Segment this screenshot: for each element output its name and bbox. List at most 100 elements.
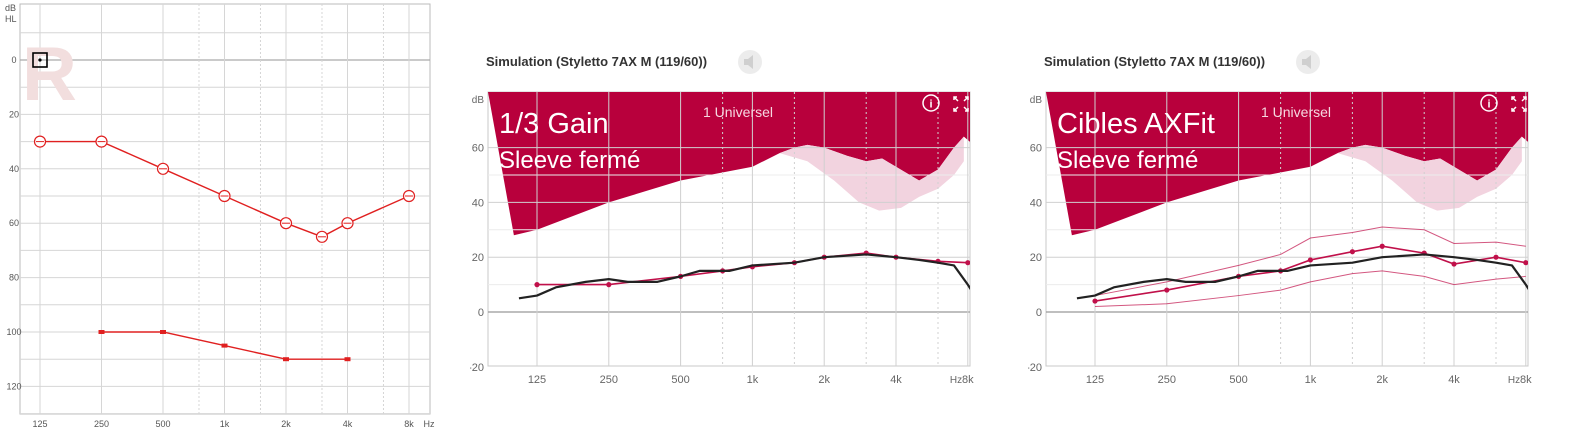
simulated-response-line [1076, 253, 1528, 300]
simulation-chart-1: Simulation (Styletto 7AX M (119/60)) 1/3… [468, 50, 974, 386]
audiogram-y-tick: 60 [9, 218, 19, 228]
expand-icon-corner [965, 108, 969, 112]
x-tick-label: 4k [1448, 374, 1460, 386]
expand-icon[interactable] [1511, 96, 1527, 112]
simulation-panel-1: Simulation (Styletto 7AX M (119/60)) 1/3… [468, 0, 1010, 405]
audiogram-hz-label: Hz [424, 419, 435, 429]
x-unit-label: Hz [950, 375, 962, 386]
audiogram-x-tick: 500 [155, 419, 170, 429]
x-unit-label: Hz [1508, 375, 1520, 386]
audiogram-unit-top: dB [5, 3, 16, 13]
y-tick-label: 40 [1030, 197, 1042, 209]
target-point [1307, 257, 1313, 263]
overlay-title: 1/3 Gain [499, 108, 609, 140]
reference-marker-dot [38, 58, 42, 62]
target-point [534, 282, 540, 288]
expand-icon-corner [953, 108, 957, 112]
speaker-icon[interactable] [738, 50, 762, 74]
info-icon-glyph: i [1487, 99, 1490, 111]
limit-variation-band [779, 136, 964, 211]
target-point [1379, 243, 1385, 249]
reference-marker-box[interactable] [32, 52, 48, 68]
y-tick-label: 20 [1030, 252, 1042, 264]
x-tick-label: 4k [890, 374, 902, 386]
audiogram-x-tick: 2k [281, 419, 291, 429]
info-icon-glyph: i [929, 99, 932, 111]
target-point [606, 282, 612, 288]
program-label: 1 Universel [703, 104, 773, 120]
target-point [1493, 254, 1499, 260]
audiogram-y-tick: 80 [9, 273, 19, 283]
info-icon[interactable]: i [1480, 94, 1498, 112]
plot-clipped-layer [1046, 92, 1528, 366]
x-tick-label: 500 [1229, 374, 1247, 386]
x-tick-label: 500 [671, 374, 689, 386]
audiogram-grid [19, 3, 431, 415]
simulation-panel-2: Simulation (Styletto 7AX M (119/60)) Cib… [1026, 0, 1568, 405]
overlay-title: Cibles AXFit [1057, 108, 1215, 140]
info-icon-circle [922, 94, 940, 112]
target-point [1523, 260, 1528, 266]
expand-icon-corner [965, 96, 969, 100]
target-point [1451, 261, 1457, 267]
simulated-response-line [518, 253, 970, 300]
x-tick-label: 2k [1376, 374, 1388, 386]
simulation-plot-area-1: 1/3 Gain Sleeve fermé 1 Universel i dB 60 40 20… [468, 91, 974, 386]
y-tick-label: 20 [472, 252, 484, 264]
bone-conduction-point [344, 357, 351, 362]
y-tick-label: 0 [1036, 307, 1042, 319]
audiogram-x-tick: 125 [32, 419, 47, 429]
x-tick-label: 250 [1158, 374, 1176, 386]
info-icon[interactable]: i [922, 94, 940, 112]
expand-icon-corner [953, 96, 957, 100]
expand-icon-corner [1523, 108, 1527, 112]
x-tick-label: 125 [1086, 374, 1104, 386]
overlay-subtitle: Sleeve fermé [499, 147, 640, 174]
x-tick-label: 1k [747, 374, 759, 386]
x-tick-label: 2k [818, 374, 830, 386]
program-label: 1 Universel [1261, 104, 1331, 120]
bone-conduction-point [283, 357, 289, 362]
target-point [1164, 287, 1170, 293]
audiogram-x-tick: 8k [404, 419, 414, 429]
y-tick-label: 40 [472, 197, 484, 209]
audiogram-unit-bottom: HL [5, 14, 17, 24]
audiogram-y-tick: 0 [11, 55, 16, 65]
x-tick-label: 1k [1305, 374, 1317, 386]
x-tick-label: 8k [962, 374, 974, 386]
audiogram-x-tick: 250 [94, 419, 109, 429]
target-point [1092, 298, 1098, 304]
target-lower-line [1094, 270, 1526, 308]
bone-conduction-point [160, 330, 166, 334]
simulation-plot-area-2: Cibles AXFit Sleeve fermé 1 Universel i dB 60… [1026, 91, 1532, 386]
audiogram-y-tick: 120 [6, 381, 21, 391]
audiogram-y-tick: 100 [6, 327, 21, 337]
info-icon-circle [1480, 94, 1498, 112]
bone-conduction-point [98, 330, 105, 334]
expand-icon-corner [1511, 96, 1515, 100]
y-tick-label: -20 [470, 362, 484, 374]
audiogram-x-tick: 4k [343, 419, 353, 429]
audiogram-tick-labels: 0 20 40 60 80 100 120 125 250 500 1k 2k 4k 8k Hz [6, 55, 435, 429]
plot-clipped-layer [488, 92, 970, 366]
simulation-chart-2: Simulation (Styletto 7AX M (119/60)) Cib… [1026, 50, 1532, 386]
audiogram-chart: dB HL R 0 20 40 60 80 100 120 125 250 500 1k 2k 4k 8k… [5, 3, 435, 429]
y-tick-label: 0 [478, 307, 484, 319]
simulation-title-1: Simulation (Styletto 7AX M (119/60)) [486, 54, 707, 69]
overlay-subtitle: Sleeve fermé [1057, 147, 1198, 174]
expand-icon[interactable] [953, 96, 969, 112]
speaker-icon[interactable] [1296, 50, 1320, 74]
expand-icon-corner [1523, 96, 1527, 100]
limit-variation-band [1337, 136, 1522, 211]
y-unit-label: dB [1030, 95, 1043, 106]
y-tick-label: -20 [1028, 362, 1042, 374]
bone-conduction-point [221, 343, 228, 348]
target-upper-line [1094, 226, 1526, 297]
audiogram-reference-marker[interactable] [32, 52, 48, 68]
audiogram-y-tick: 20 [9, 109, 19, 119]
audiogram-series [33, 135, 416, 362]
y-unit-label: dB [472, 95, 485, 106]
simulation-title-2: Simulation (Styletto 7AX M (119/60)) [1044, 54, 1265, 69]
expand-icon-corner [1511, 108, 1515, 112]
y-tick-label: 60 [1030, 143, 1042, 155]
